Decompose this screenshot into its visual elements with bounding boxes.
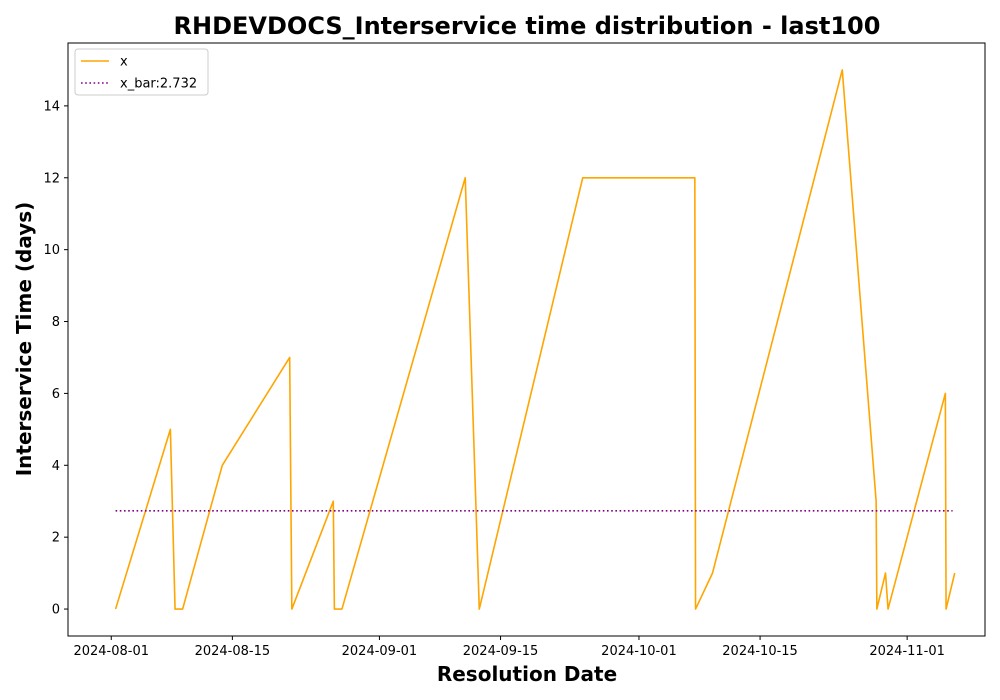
y-tick-label: 4 xyxy=(52,459,60,474)
y-tick-label: 2 xyxy=(52,531,60,546)
x-axis-label: Resolution Date xyxy=(437,662,617,686)
y-axis-label: Interservice Time (days) xyxy=(12,202,36,477)
x-tick-label: 2024-09-15 xyxy=(463,644,539,659)
y-tick-label: 6 xyxy=(52,387,60,402)
x-tick-label: 2024-08-01 xyxy=(73,644,149,659)
plot-area: 2024-08-01 2024-08-15 2024-09-01 2024-09-15… xyxy=(43,42,986,659)
chart-title: RHDEVDOCS_Interservice time distribution… xyxy=(174,12,881,40)
y-tick-label: 14 xyxy=(43,99,60,114)
x-tick-label: 2024-08-15 xyxy=(195,644,271,659)
series-line-x xyxy=(114,69,956,610)
legend-label: x_bar:2.732 xyxy=(120,77,197,92)
x-tick-label: 2024-10-15 xyxy=(722,644,798,659)
x-tick-label: 2024-10-01 xyxy=(601,644,677,659)
x-tick-label: 2024-11-01 xyxy=(869,644,945,659)
y-tick-label: 8 xyxy=(52,315,60,330)
legend-label: x xyxy=(120,55,128,70)
y-tick-label: 12 xyxy=(43,171,60,186)
legend: x x_bar:2.732 xyxy=(74,48,209,96)
y-tick-label: 10 xyxy=(43,243,60,258)
x-tick-label: 2024-09-01 xyxy=(342,644,418,659)
plot-frame xyxy=(67,42,986,637)
y-tick-label: 0 xyxy=(52,603,60,618)
